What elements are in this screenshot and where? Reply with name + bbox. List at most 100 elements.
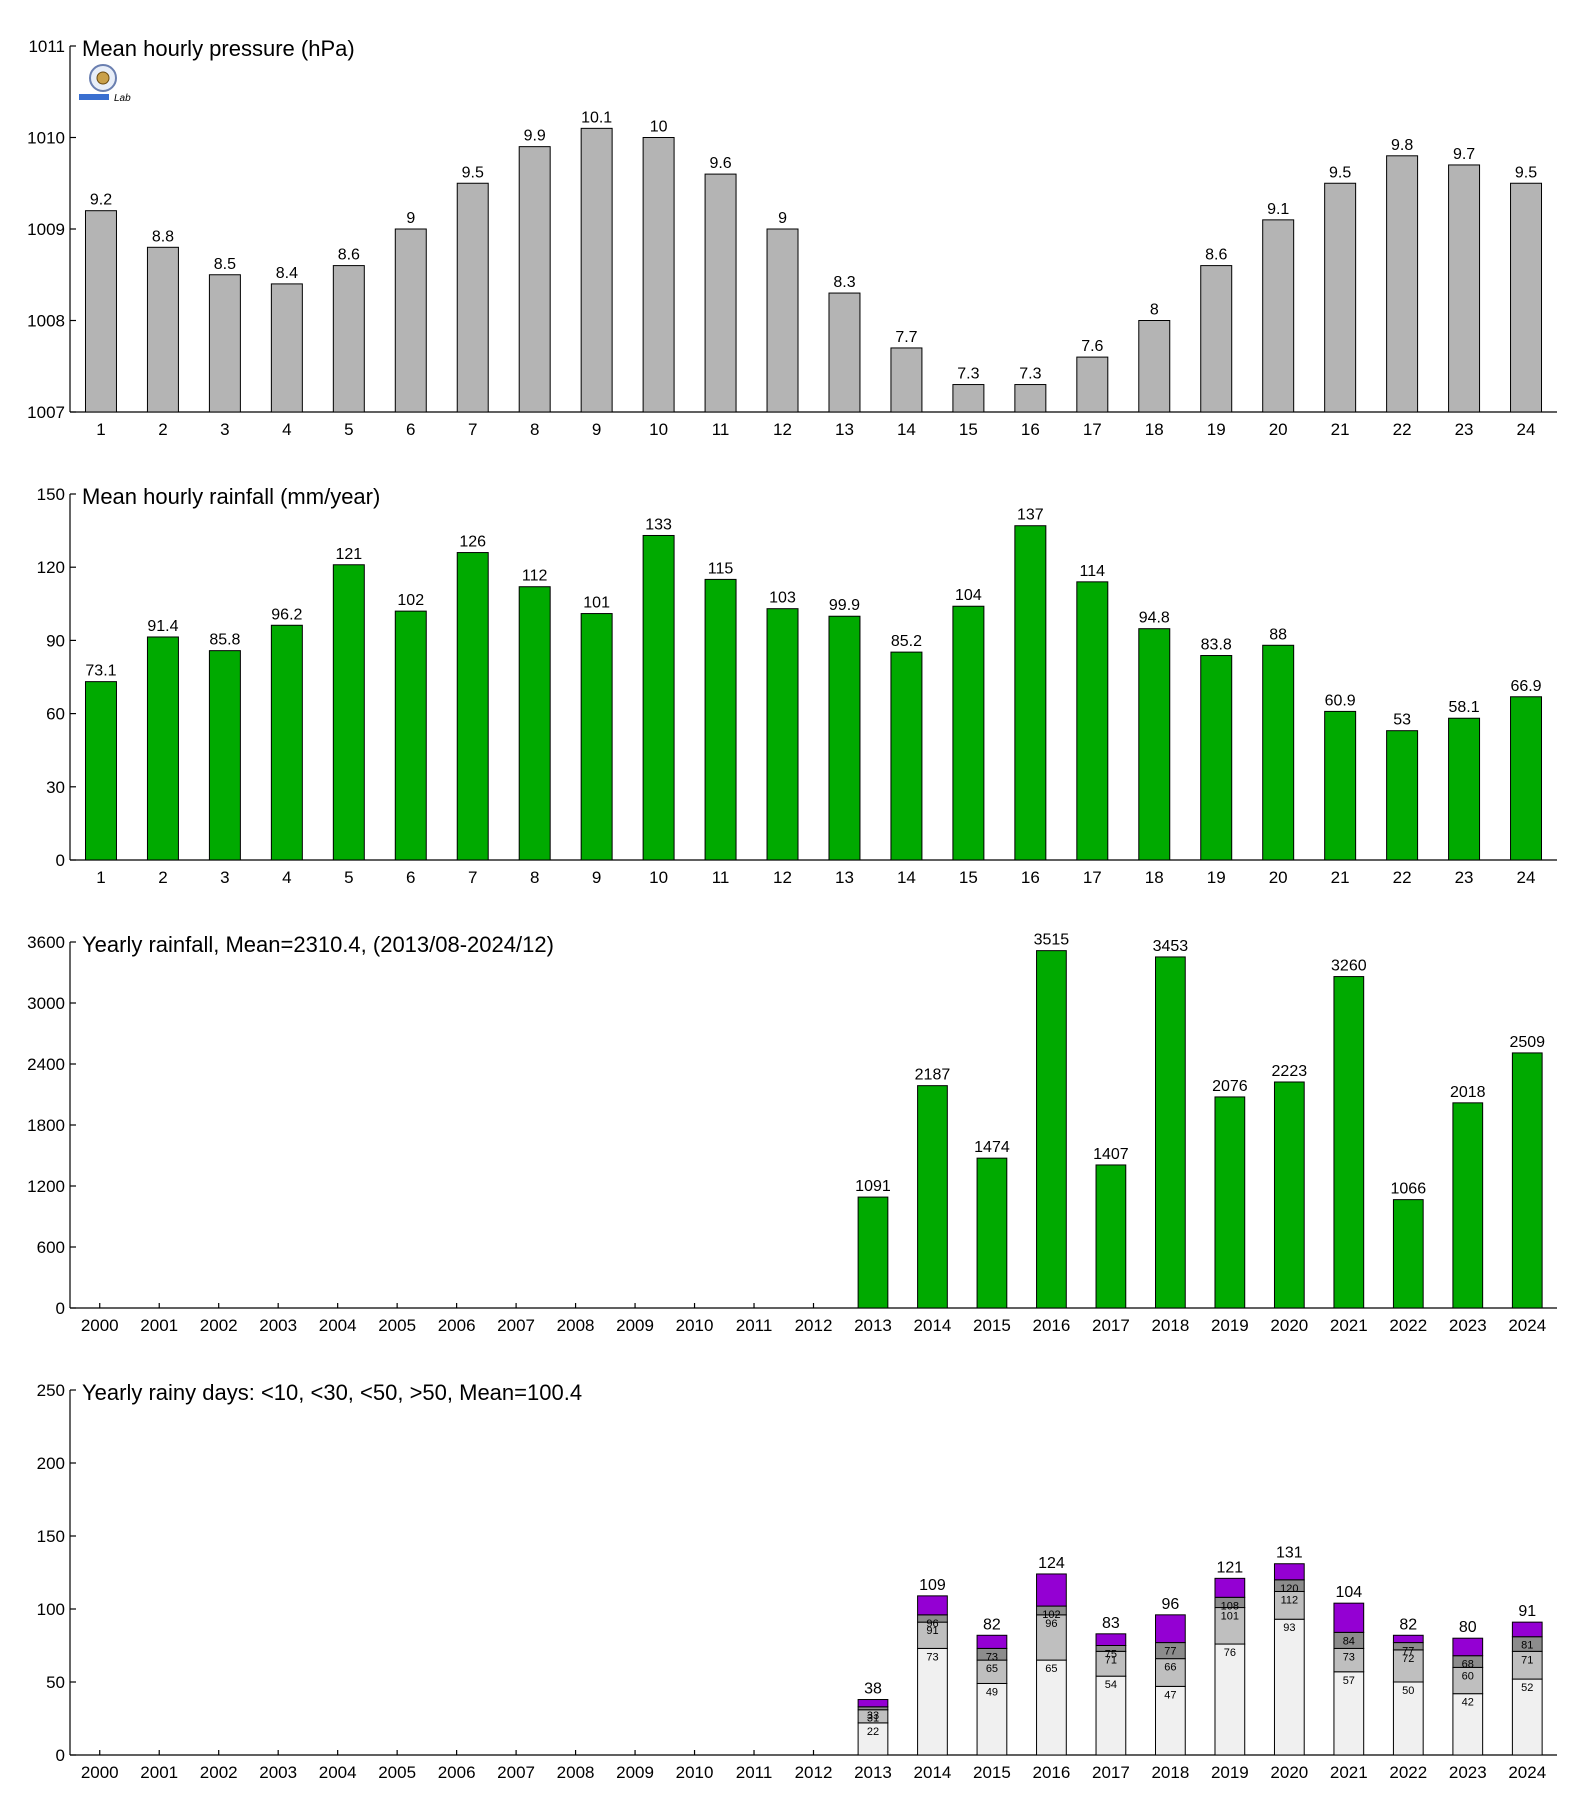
segment-label: 91 bbox=[926, 1625, 938, 1637]
stack-segment-lt10 bbox=[1155, 1685, 1186, 1756]
data-label: 9.5 bbox=[462, 164, 484, 181]
data-label: 1091 bbox=[855, 1178, 891, 1195]
stack-segment-lt10 bbox=[917, 1647, 948, 1756]
data-label: 9 bbox=[778, 210, 787, 227]
x-tick-label: 2005 bbox=[378, 1763, 416, 1782]
bar bbox=[456, 552, 489, 861]
x-tick-label: 2010 bbox=[676, 1763, 714, 1782]
stack-segment-lt30 bbox=[1452, 1666, 1484, 1695]
bar bbox=[394, 610, 427, 861]
total-label: 121 bbox=[1217, 1559, 1244, 1576]
bar bbox=[1200, 265, 1233, 413]
total-label: 96 bbox=[1161, 1596, 1179, 1613]
data-label: 9 bbox=[406, 210, 415, 227]
x-tick-label: 1 bbox=[96, 420, 105, 439]
segment-label: 60 bbox=[1462, 1670, 1474, 1682]
total-label: 91 bbox=[1518, 1603, 1536, 1620]
y-tick-label: 150 bbox=[37, 485, 65, 504]
y-tick-label: 200 bbox=[37, 1454, 65, 1473]
segment-label: 77 bbox=[1402, 1646, 1414, 1658]
bar bbox=[1510, 696, 1543, 861]
x-tick-label: 21 bbox=[1331, 868, 1350, 887]
x-tick-label: 2020 bbox=[1270, 1316, 1308, 1335]
bar bbox=[1095, 1164, 1127, 1309]
x-tick-label: 4 bbox=[282, 420, 291, 439]
y-tick-label: 3600 bbox=[27, 933, 65, 952]
x-tick-label: 20 bbox=[1269, 868, 1288, 887]
x-tick-label: 1 bbox=[96, 868, 105, 887]
data-label: 114 bbox=[1080, 563, 1106, 580]
stack-segment-lt30 bbox=[1214, 1607, 1246, 1645]
bar bbox=[857, 1196, 889, 1309]
bar bbox=[766, 228, 799, 413]
bar bbox=[1076, 356, 1109, 413]
data-label: 9.1 bbox=[1267, 201, 1289, 218]
y-tick-label: 1007 bbox=[27, 403, 65, 422]
stack-segment-lt10 bbox=[1214, 1643, 1246, 1756]
data-label: 133 bbox=[645, 516, 672, 533]
y-tick-label: 120 bbox=[37, 558, 65, 577]
bar bbox=[270, 624, 303, 861]
y-tick-label: 90 bbox=[46, 631, 65, 650]
bar bbox=[332, 564, 365, 861]
x-tick-label: 19 bbox=[1207, 420, 1226, 439]
data-label: 9.8 bbox=[1391, 137, 1413, 154]
data-label: 2076 bbox=[1212, 1078, 1248, 1095]
stack-segment-lt30 bbox=[1511, 1650, 1543, 1680]
x-tick-label: 2016 bbox=[1033, 1316, 1071, 1335]
bar bbox=[890, 651, 923, 861]
segment-label: 72 bbox=[1402, 1653, 1414, 1665]
data-label: 10 bbox=[650, 119, 668, 136]
bar bbox=[976, 1157, 1008, 1309]
stack-segment-lt30 bbox=[1273, 1590, 1305, 1620]
x-tick-label: 15 bbox=[959, 420, 978, 439]
segment-label: 73 bbox=[986, 1651, 998, 1663]
y-tick-label: 0 bbox=[56, 1746, 65, 1765]
chart-title: Mean hourly pressure (hPa) bbox=[82, 36, 355, 61]
data-label: 8.6 bbox=[1205, 247, 1227, 264]
logo-seal-center bbox=[96, 71, 110, 85]
segment-label: 31 bbox=[867, 1713, 879, 1725]
data-label: 121 bbox=[335, 546, 362, 563]
data-label: 9.6 bbox=[709, 155, 731, 172]
data-label: 1407 bbox=[1093, 1146, 1129, 1163]
stack-segment-lt10 bbox=[1095, 1675, 1127, 1756]
x-tick-label: 2024 bbox=[1508, 1316, 1546, 1335]
bar bbox=[1386, 730, 1419, 861]
data-label: 85.2 bbox=[891, 633, 922, 650]
x-tick-label: 9 bbox=[592, 420, 601, 439]
x-tick-label: 7 bbox=[468, 868, 477, 887]
data-label: 9.5 bbox=[1329, 164, 1351, 181]
x-tick-label: 16 bbox=[1021, 420, 1040, 439]
x-tick-label: 20 bbox=[1269, 420, 1288, 439]
bar bbox=[1262, 219, 1295, 413]
lab-logo: Lab bbox=[79, 64, 131, 104]
x-tick-label: 2008 bbox=[557, 1763, 595, 1782]
x-tick-label: 2018 bbox=[1151, 1763, 1189, 1782]
data-label: 9.9 bbox=[524, 128, 546, 145]
x-tick-label: 10 bbox=[649, 420, 668, 439]
bar bbox=[1014, 525, 1047, 861]
data-label: 94.8 bbox=[1139, 610, 1170, 627]
segment-label: 77 bbox=[1164, 1646, 1176, 1658]
stack-segment-lt30 bbox=[1392, 1649, 1424, 1683]
x-tick-label: 2021 bbox=[1330, 1316, 1368, 1335]
data-label: 101 bbox=[583, 595, 610, 612]
data-label: 103 bbox=[769, 590, 796, 607]
data-label: 73.1 bbox=[85, 663, 116, 680]
total-label: 83 bbox=[1102, 1615, 1120, 1632]
x-tick-label: 2022 bbox=[1389, 1763, 1427, 1782]
x-tick-label: 8 bbox=[530, 420, 539, 439]
bar bbox=[580, 127, 613, 413]
segment-label: 57 bbox=[1343, 1675, 1355, 1687]
x-tick-label: 23 bbox=[1455, 868, 1474, 887]
data-label: 88 bbox=[1269, 626, 1287, 643]
x-tick-label: 23 bbox=[1455, 420, 1474, 439]
data-label: 126 bbox=[459, 534, 486, 551]
y-tick-label: 50 bbox=[46, 1673, 65, 1692]
bar bbox=[1155, 956, 1186, 1309]
x-tick-label: 21 bbox=[1331, 420, 1350, 439]
segment-label: 84 bbox=[1343, 1635, 1355, 1647]
x-tick-label: 2007 bbox=[497, 1763, 535, 1782]
x-tick-label: 2001 bbox=[140, 1763, 178, 1782]
